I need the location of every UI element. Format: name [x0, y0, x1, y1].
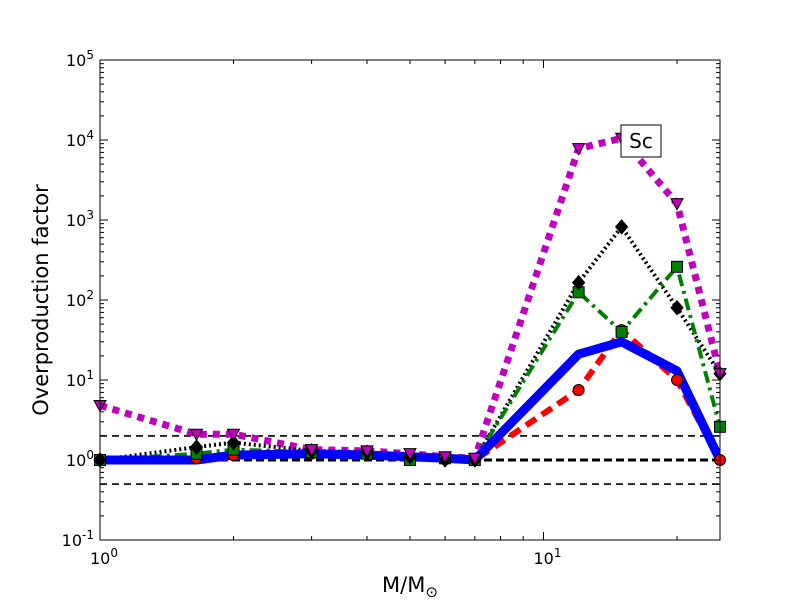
y-axis-label: Overproduction factor: [29, 184, 53, 416]
series-line: [100, 134, 720, 462]
data-point: [571, 143, 586, 156]
y-tick-label: 102: [66, 288, 94, 310]
data-point: [226, 428, 241, 442]
y-tick-label: 104: [66, 128, 94, 150]
data-point: [571, 274, 586, 291]
data-point: [226, 434, 241, 451]
y-tick-label: 105: [66, 48, 94, 70]
data-point: [670, 198, 684, 211]
plot-frame: [99, 59, 721, 541]
data-point: [615, 325, 628, 338]
data-point: [189, 428, 204, 442]
series-line: [100, 337, 720, 465]
x-tick-label: 101: [534, 546, 562, 568]
data-point: [572, 383, 585, 396]
x-axis-label: M/M⊙: [382, 573, 438, 600]
y-tick-label: 101: [66, 368, 94, 390]
annotation-box: Sc: [620, 124, 662, 158]
y-tick-label: 103: [66, 208, 94, 230]
data-point: [360, 445, 374, 458]
data-point: [671, 374, 684, 386]
y-tick-label: 100: [66, 448, 94, 470]
data-point: [614, 219, 629, 235]
data-point: [403, 448, 417, 461]
annotation-label: Sc: [629, 129, 653, 153]
data-point: [189, 439, 204, 455]
data-point: [467, 452, 482, 466]
data-point: [670, 299, 684, 316]
x-tick-label: 100: [90, 546, 118, 568]
series-lines: [100, 134, 720, 465]
data-point: [671, 260, 684, 273]
data-point: [438, 451, 452, 464]
y-tick-label: 10-1: [62, 528, 94, 550]
data-point: [304, 444, 319, 457]
